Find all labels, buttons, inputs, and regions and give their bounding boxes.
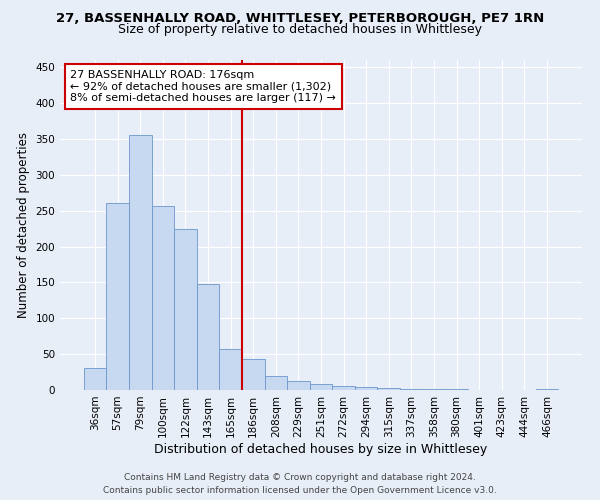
Text: Size of property relative to detached houses in Whittlesey: Size of property relative to detached ho…	[118, 22, 482, 36]
Bar	[536, 388, 558, 390]
Text: 27 BASSENHALLY ROAD: 176sqm
← 92% of detached houses are smaller (1,302)
8% of s: 27 BASSENHALLY ROAD: 176sqm ← 92% of det…	[70, 70, 337, 103]
Bar	[174, 228, 197, 390]
X-axis label: Distribution of detached houses by size in Whittlesey: Distribution of detached houses by size …	[154, 442, 488, 456]
Bar	[197, 284, 220, 390]
Bar	[332, 386, 355, 390]
Bar	[400, 388, 422, 390]
Bar	[84, 368, 106, 390]
Bar	[220, 349, 242, 390]
Bar	[377, 388, 400, 390]
Bar	[310, 384, 332, 390]
Bar	[106, 204, 129, 390]
Bar	[265, 376, 287, 390]
Text: 27, BASSENHALLY ROAD, WHITTLESEY, PETERBOROUGH, PE7 1RN: 27, BASSENHALLY ROAD, WHITTLESEY, PETERB…	[56, 12, 544, 26]
Bar	[152, 206, 174, 390]
Y-axis label: Number of detached properties: Number of detached properties	[17, 132, 30, 318]
Text: Contains HM Land Registry data © Crown copyright and database right 2024.
Contai: Contains HM Land Registry data © Crown c…	[103, 474, 497, 495]
Bar	[129, 136, 152, 390]
Bar	[242, 359, 265, 390]
Bar	[287, 382, 310, 390]
Bar	[355, 387, 377, 390]
